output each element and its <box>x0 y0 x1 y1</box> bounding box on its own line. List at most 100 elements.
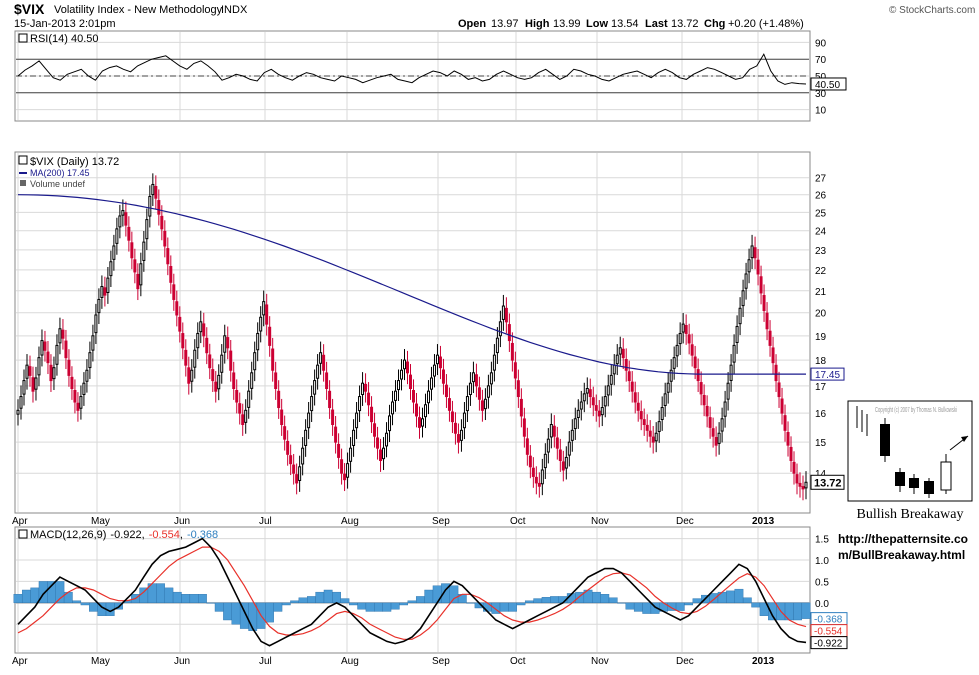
price-y-tick-label: 20 <box>815 309 827 320</box>
candle-body <box>175 301 179 316</box>
candle-body <box>636 402 640 411</box>
rsi-y-tick-label: 90 <box>815 38 827 49</box>
candle-body <box>106 277 110 294</box>
price-x-tick-label: Oct <box>510 516 526 527</box>
candle-body <box>639 411 643 420</box>
macd-histogram-bar <box>281 602 291 606</box>
candle-body <box>705 405 709 417</box>
macd-title-macd: -0.922 <box>110 529 141 541</box>
macd-histogram-bar <box>156 583 165 604</box>
candle-body <box>304 429 308 446</box>
macd-histogram-bar <box>181 594 191 604</box>
macd-histogram-bar <box>357 602 367 610</box>
candle-body <box>67 359 71 376</box>
candle-body <box>145 219 149 240</box>
candle-body <box>666 382 670 393</box>
candle-body <box>417 417 421 428</box>
candle-body <box>190 369 194 382</box>
macd-x-tick-label: 2013 <box>752 656 775 667</box>
candle-body <box>163 230 167 247</box>
price-y-tick-label: 26 <box>815 191 827 202</box>
candle-body <box>169 266 173 283</box>
candle-body <box>52 367 56 380</box>
macd-x-tick-label: Nov <box>591 656 609 667</box>
candle-body <box>729 364 733 381</box>
candle-body <box>241 414 245 426</box>
exchange-label: INDX <box>221 4 248 16</box>
candle-body <box>546 438 550 453</box>
ma200-line <box>17 194 806 375</box>
candle-body <box>621 348 625 359</box>
candle-body <box>558 449 562 462</box>
candle-body <box>367 392 371 406</box>
macd-histogram-bar <box>307 596 316 604</box>
candle-body <box>28 366 32 376</box>
candle-body <box>61 329 65 339</box>
price-legend-swatch <box>18 155 28 165</box>
candle-body <box>669 369 673 382</box>
candle-body <box>549 424 553 438</box>
candle-body <box>735 325 739 343</box>
candle-body <box>732 344 736 363</box>
rsi-y-tick-label: 30 <box>815 89 827 100</box>
candle-body <box>112 245 116 260</box>
candle-body <box>714 437 718 446</box>
macd-histogram-bar <box>432 585 442 604</box>
macd-histogram-bar <box>600 594 610 604</box>
pattern-url-line2[interactable]: m/BullBreakaway.html <box>838 548 965 562</box>
high-value: 13.99 <box>553 18 581 30</box>
candle-body <box>352 429 356 446</box>
price-legend: $VIX (Daily) 13.72 MA(200) 17.45 Volume … <box>18 155 119 189</box>
macd-histogram-bar <box>55 581 65 604</box>
candle-body <box>522 418 526 437</box>
candle-body <box>250 372 254 389</box>
candle-body <box>675 344 679 357</box>
macd-histogram-bar <box>80 602 90 606</box>
macd-histogram-bar <box>483 602 492 612</box>
price-y-tick-label: 15 <box>815 438 827 449</box>
index-name: Volatility Index - New Methodology <box>54 4 223 16</box>
macd-histogram-bar <box>742 597 752 604</box>
candle-body <box>265 304 269 325</box>
candle-body <box>97 298 101 314</box>
macd-x-tick-label: Aug <box>341 656 359 667</box>
macd-histogram-bar <box>189 594 199 604</box>
candle-body <box>498 321 502 337</box>
candle-body <box>103 287 107 296</box>
macd-x-tick-label: Oct <box>510 656 526 667</box>
candle-body <box>555 437 559 449</box>
macd-x-tick-label: Jul <box>259 656 272 667</box>
candle-body <box>247 390 251 408</box>
candle-body <box>681 323 685 333</box>
open-label: Open <box>458 18 486 30</box>
candle-body <box>723 401 727 417</box>
candle-body <box>391 401 395 415</box>
low-value: 13.54 <box>611 18 639 30</box>
candle-body <box>624 359 628 371</box>
macd-histogram-bar <box>533 598 543 604</box>
candle-body <box>651 436 655 443</box>
candle-body <box>382 447 386 460</box>
candle-body <box>409 374 413 390</box>
candle-body <box>91 335 95 351</box>
candle-body <box>223 335 227 353</box>
candle-body <box>633 392 637 403</box>
candle-body <box>55 344 59 365</box>
candle-body <box>684 325 688 334</box>
candle-body <box>543 453 547 469</box>
candle-body <box>301 447 305 465</box>
candle-body <box>504 307 508 323</box>
price-y-tick-label: 24 <box>815 227 827 238</box>
candle-body <box>759 276 763 294</box>
candle-body <box>196 332 200 349</box>
candle-body <box>711 428 715 437</box>
macd-x-tick-label: May <box>91 656 110 667</box>
pattern-url-line1[interactable]: http://thepatternsite.co <box>838 532 968 546</box>
candle-body <box>73 390 77 403</box>
macd-histogram-bar <box>273 602 283 612</box>
macd-histogram-bar <box>633 602 643 612</box>
candle-body <box>429 377 433 390</box>
candle-body <box>768 330 772 346</box>
candle-body <box>16 409 20 415</box>
candle-body <box>642 419 646 426</box>
